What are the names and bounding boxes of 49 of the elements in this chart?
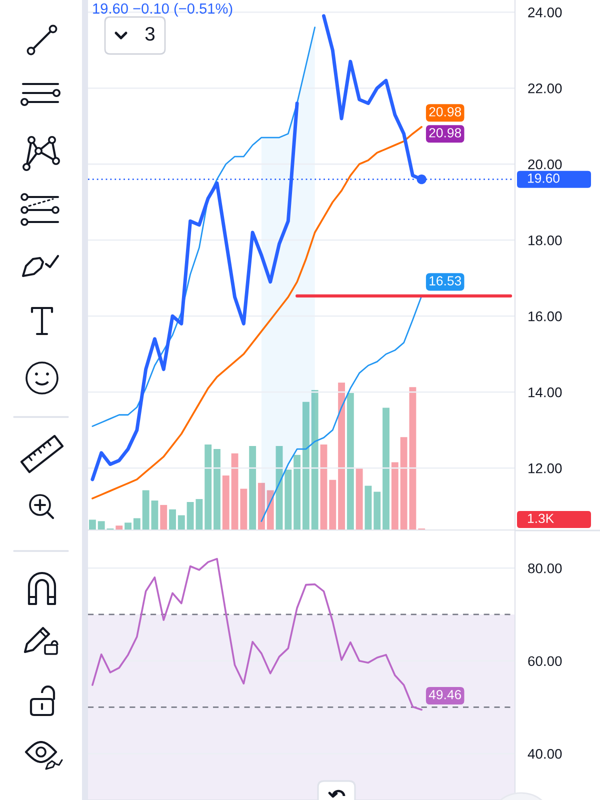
bar	[169, 509, 176, 530]
bar	[124, 522, 132, 530]
bar	[364, 486, 372, 530]
y-tick-label: 60.00	[528, 656, 562, 666]
chart-title: 19.60 −0.10 (−0.51%)	[93, 3, 232, 17]
bar	[178, 515, 185, 530]
bar	[329, 480, 336, 530]
data-label: 49.46	[428, 690, 462, 700]
y-tick-label: 14.00	[528, 387, 562, 398]
line-series	[260, 295, 422, 522]
bar	[374, 492, 381, 530]
bar	[382, 408, 390, 530]
annotation: 3	[145, 26, 155, 41]
bar	[266, 490, 274, 530]
bar	[98, 521, 105, 530]
bar	[391, 462, 398, 530]
data-label: 20.98	[429, 107, 462, 116]
bar	[133, 518, 140, 530]
data-label: 16.53	[430, 276, 462, 286]
bar	[356, 468, 363, 530]
line-series	[92, 558, 422, 711]
bar	[346, 392, 354, 530]
bar	[222, 475, 230, 530]
bar	[320, 444, 328, 530]
y-tick-label: 12.00	[528, 463, 562, 474]
bar	[302, 402, 310, 530]
bar	[116, 526, 123, 530]
y-tick-label: 40.00	[528, 748, 562, 759]
bar	[88, 520, 96, 530]
y-tick-label: 20.00	[528, 159, 562, 170]
line-series	[92, 26, 316, 427]
text: 1.3K	[528, 514, 554, 524]
bar	[294, 454, 301, 530]
bar	[160, 504, 168, 530]
y-tick-label: 16.00	[528, 311, 562, 322]
y-tick-label: 24.00	[528, 7, 562, 18]
bar	[338, 382, 345, 530]
bar	[311, 390, 318, 530]
bar	[249, 446, 256, 530]
y-tick-label: 80.00	[528, 563, 562, 574]
bar	[214, 448, 220, 530]
bar	[284, 470, 292, 530]
y-tick-label: 22.00	[528, 83, 562, 94]
line-series	[92, 126, 422, 500]
ref-line-label: 19.60	[528, 174, 560, 183]
annotation: 20.98	[429, 128, 462, 138]
bar	[204, 444, 212, 530]
y-tick-label: 18.00	[528, 235, 562, 246]
bar	[258, 482, 265, 530]
